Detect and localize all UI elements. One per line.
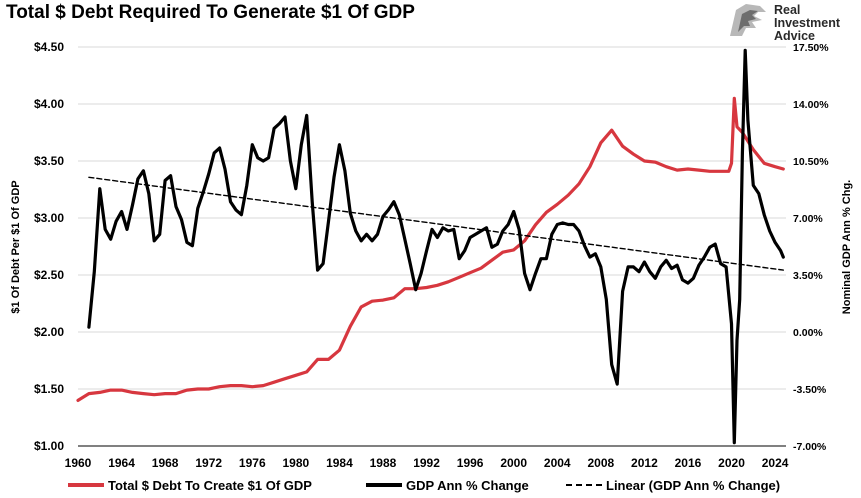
- left-tick-label: $1.50: [34, 382, 64, 396]
- x-axis-tick-labels: 1960 1964 1968 1972 1976 1980 1984 1988 1992 1996…: [65, 456, 789, 470]
- x-tick-label: 1984: [326, 456, 353, 470]
- legend: Total $ Debt To Create $1 Of GDP GDP Ann…: [0, 476, 861, 496]
- left-tick-label: $4.50: [34, 40, 64, 54]
- legend-label-linear: Linear (GDP Ann % Change): [606, 478, 781, 493]
- left-tick-label: $2.50: [34, 268, 64, 282]
- legend-swatch-gdp: [366, 483, 402, 487]
- left-axis-title: $1 Of Debt Per $1 Of GDP: [10, 180, 22, 313]
- right-tick-label: -7.00%: [793, 441, 827, 453]
- left-axis-tick-labels: $1.00 $1.50 $2.00 $2.50 $3.00 $3.50 $4.00 $4.50: [34, 40, 64, 453]
- right-tick-label: 0.00%: [793, 327, 823, 339]
- brand-name: Real Investment Advice: [774, 4, 840, 43]
- x-tick-label: 1976: [239, 456, 266, 470]
- series-linear-trend-line: [88, 176, 784, 271]
- right-tick-label: 17.50%: [793, 42, 829, 54]
- x-tick-label: 1972: [195, 456, 222, 470]
- right-tick-label: -3.50%: [793, 384, 827, 396]
- x-tick-label: 2004: [544, 456, 571, 470]
- right-tick-label: 10.50%: [793, 156, 829, 168]
- eagle-logo-icon: [730, 4, 766, 36]
- series-debt-line: [76, 96, 785, 402]
- right-axis-tick-labels: -7.00% -3.50% 0.00% 3.50% 7.00% 10.50% 14.00% 1…: [793, 42, 829, 453]
- left-tick-label: $2.00: [34, 325, 64, 339]
- x-tick-label: 1992: [413, 456, 440, 470]
- right-tick-label: 7.00%: [793, 213, 823, 225]
- x-tick-label: 2016: [675, 456, 702, 470]
- brand-line-2: Investment: [774, 16, 840, 30]
- x-tick-label: 1996: [457, 456, 484, 470]
- gridlines: [78, 46, 786, 390]
- series-layer: [76, 48, 785, 445]
- left-tick-label: $3.50: [34, 154, 64, 168]
- legend-label-gdp: GDP Ann % Change: [406, 478, 529, 493]
- legend-swatch-linear: [566, 484, 602, 486]
- right-axis-title: Nominal GDP Ann % Chg.: [841, 180, 853, 314]
- brand-logo: Real Investment Advice: [724, 2, 860, 44]
- chart-title: Total $ Debt Required To Generate $1 Of …: [6, 2, 415, 23]
- x-tick-label: 2012: [631, 456, 658, 470]
- brand-line-3: Advice: [774, 29, 815, 43]
- x-tick-label: 2024: [762, 456, 789, 470]
- x-tick-label: 1980: [282, 456, 309, 470]
- x-tick-label: 2008: [587, 456, 614, 470]
- right-tick-label: 14.00%: [793, 99, 829, 111]
- brand-line-1: Real: [774, 3, 801, 17]
- x-tick-label: 1988: [370, 456, 397, 470]
- legend-label-debt: Total $ Debt To Create $1 Of GDP: [108, 478, 312, 493]
- left-tick-label: $1.00: [34, 439, 64, 453]
- left-tick-label: $3.00: [34, 211, 64, 225]
- left-tick-label: $4.00: [34, 97, 64, 111]
- x-tick-label: 2020: [718, 456, 745, 470]
- legend-swatch-debt: [68, 483, 104, 487]
- series-gdp-line: [87, 48, 785, 445]
- x-tick-label: 1968: [152, 456, 179, 470]
- x-tick-label: 2000: [500, 456, 527, 470]
- x-tick-label: 1964: [108, 456, 135, 470]
- right-tick-label: 3.50%: [793, 270, 823, 282]
- x-tick-label: 1960: [65, 456, 92, 470]
